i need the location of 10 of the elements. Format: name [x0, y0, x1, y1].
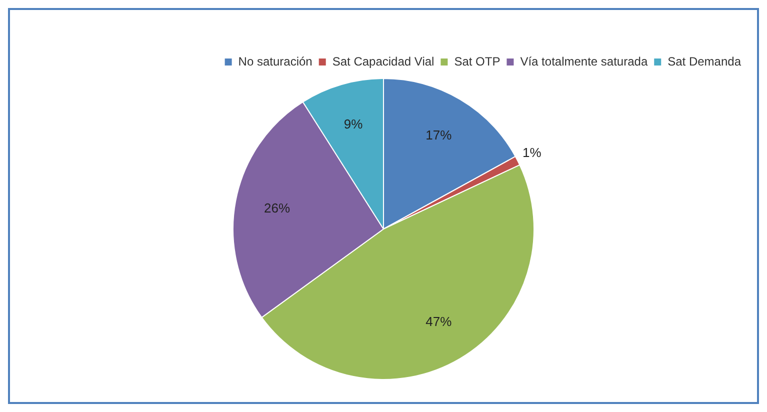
legend-label: Sat OTP [454, 54, 500, 68]
legend-label: Sat Demanda [668, 54, 742, 68]
data-label: 9% [344, 116, 364, 132]
legend-label: No saturación [238, 54, 312, 68]
data-label: 47% [426, 314, 452, 329]
data-label: 1% [522, 144, 542, 160]
data-label: 26% [264, 200, 291, 216]
legend-label: Sat Capacidad Vial [332, 54, 434, 68]
legend-label: Vía totalmente saturada [520, 54, 648, 68]
data-label: 17% [426, 127, 452, 142]
